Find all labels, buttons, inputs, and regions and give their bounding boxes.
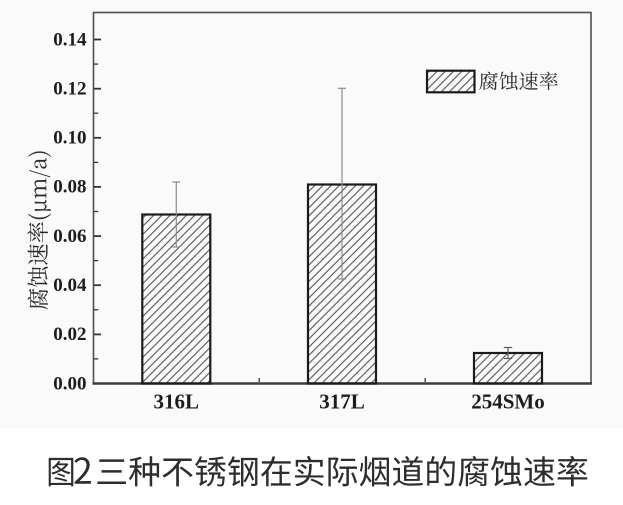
svg-text:0.14: 0.14 <box>53 29 87 50</box>
svg-text:0.06: 0.06 <box>53 226 86 247</box>
svg-text:0.04: 0.04 <box>53 275 87 296</box>
svg-text:316L: 316L <box>154 390 200 414</box>
svg-text:0.02: 0.02 <box>53 324 86 345</box>
svg-text:0.00: 0.00 <box>53 373 86 394</box>
svg-text:0.10: 0.10 <box>53 128 86 149</box>
svg-text:0.12: 0.12 <box>53 79 86 100</box>
svg-text:254SMo: 254SMo <box>471 390 545 414</box>
svg-text:317L: 317L <box>319 390 365 414</box>
svg-text:0.08: 0.08 <box>53 177 86 198</box>
